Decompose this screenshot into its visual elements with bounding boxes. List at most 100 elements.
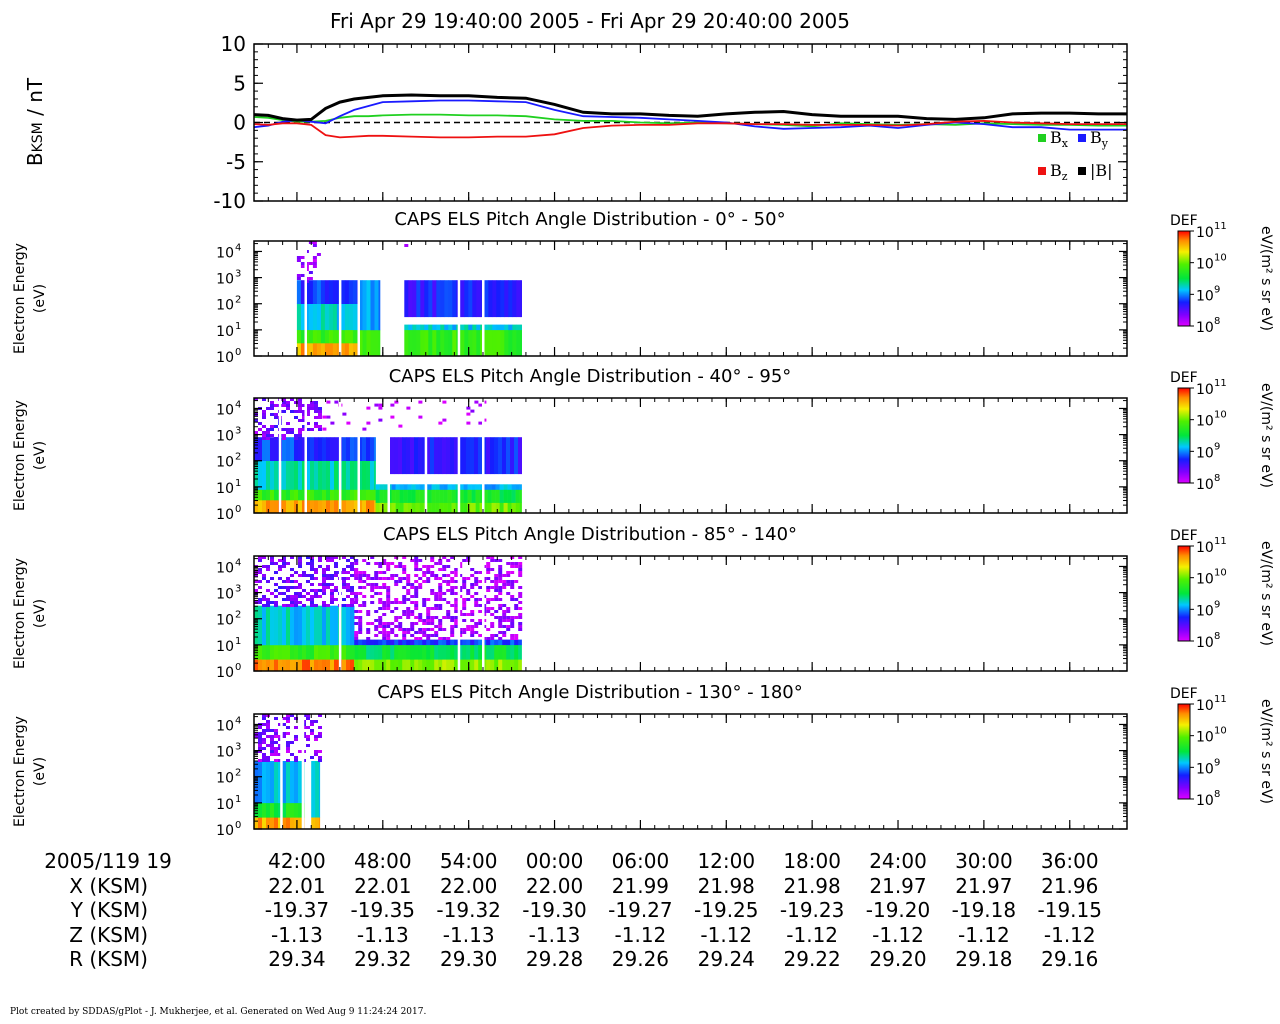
spectrogram-cell: [476, 329, 481, 356]
spectrogram-speckle: [262, 410, 266, 413]
spectrogram-speckle: [266, 589, 270, 592]
spectrogram-cell: [262, 659, 267, 671]
x-tick-label: 12:00: [697, 849, 755, 873]
spectrogram-speckle: [342, 583, 346, 586]
spectrogram-speckle: [470, 634, 475, 637]
spectrogram-speckle: [402, 577, 407, 580]
spectrogram-cell: [352, 342, 358, 356]
spectrogram-cell: [374, 639, 379, 646]
spectrogram-speckle: [462, 559, 467, 562]
spectrogram-speckle: [310, 565, 314, 568]
legend-label-base: B: [1050, 161, 1062, 180]
ephemeris-value: -1.12: [872, 923, 924, 947]
spectrogram-speckle: [302, 404, 306, 407]
spectrogram-speckle: [414, 604, 419, 607]
spectrogram-cell: [366, 659, 371, 671]
spectrogram-speckle: [278, 586, 282, 589]
spectrogram-cell: [402, 639, 407, 646]
spectrogram-speckle: [386, 634, 391, 637]
spectrogram-speckle: [478, 580, 483, 583]
spectrogram-speckle: [514, 616, 519, 619]
colorbar-label: DEF: [1170, 370, 1198, 386]
spectrogram-cell: [344, 280, 350, 304]
spectrogram-cell: [466, 644, 471, 660]
y-tick-label: -10: [213, 189, 246, 213]
spectrogram-cell: [290, 437, 295, 461]
spectrogram-speckle: [438, 637, 443, 640]
spectrogram-cell: [262, 499, 267, 513]
spectrogram-cell: [298, 659, 303, 671]
spectrogram-speckle: [410, 634, 415, 637]
spectrogram-speckle: [378, 607, 383, 610]
spectrogram-cell: [476, 280, 481, 318]
spectrogram-speckle: [382, 604, 387, 607]
spectrogram-speckle: [502, 619, 507, 622]
colorbar-tick-exponent: 8: [1214, 316, 1220, 327]
spectrogram-cell: [418, 639, 423, 646]
spectrogram-speckle: [374, 562, 379, 565]
spectrogram-cell: [495, 484, 500, 490]
spectrogram-cell: [312, 329, 318, 344]
spectrogram-speckle: [506, 562, 511, 565]
spectrogram-speckle: [366, 613, 371, 616]
spectrogram-cell: [464, 324, 469, 331]
spectrogram-speckle: [310, 559, 314, 562]
spectrogram-cell: [374, 644, 379, 660]
spectrogram-cell: [274, 460, 279, 490]
spectrogram-speckle: [478, 403, 483, 407]
spectrogram-speckle: [418, 415, 423, 419]
spectrogram-speckle: [518, 562, 523, 565]
spectrogram-cell: [290, 460, 295, 490]
spectrogram-speckle: [306, 410, 310, 413]
spectrogram-speckle: [462, 580, 467, 583]
spectrogram-cell: [426, 639, 431, 646]
spectrogram-speckle: [454, 622, 459, 625]
spectrogram-cell: [452, 324, 457, 331]
spectrogram-speckle: [414, 562, 419, 565]
spectrogram-cell: [300, 329, 306, 344]
spectrogram-speckle: [486, 586, 491, 589]
spectrogram-cell: [290, 817, 295, 829]
spectrogram-speckle: [310, 595, 314, 598]
spectrogram-cell: [334, 460, 339, 490]
spectrogram-cell: [444, 324, 449, 331]
spectrogram-speckle: [454, 616, 459, 619]
spectrogram-speckle: [286, 726, 290, 729]
spectrogram-cell: [370, 460, 375, 490]
spectrogram-cell: [352, 280, 358, 304]
spectrogram-speckle: [282, 428, 286, 431]
spectrogram-speckle: [298, 556, 302, 559]
spectrogram-cell: [290, 802, 295, 818]
spectrogram-cell: [302, 437, 307, 461]
spectrogram-speckle: [426, 577, 431, 580]
spectrogram-speckle: [290, 753, 294, 756]
y-tick-label: 10: [216, 613, 234, 629]
colorbar-tick-exponent: 10: [1214, 568, 1227, 579]
spectrogram-speckle: [282, 580, 286, 583]
spectrogram-speckle: [414, 568, 419, 571]
spectrogram-speckle: [510, 556, 515, 559]
spectrogram-speckle: [486, 565, 491, 568]
y-tick-label: 10: [216, 455, 234, 471]
spectrogram-cell: [430, 659, 435, 671]
spectrogram-cell: [454, 639, 459, 646]
spectrogram-speckle: [406, 616, 411, 619]
spectrogram-cell: [302, 499, 307, 513]
spectrogram-speckle: [470, 631, 475, 634]
spectrogram-cell: [474, 644, 479, 660]
colorbar-tick-label: 10: [1196, 225, 1214, 241]
x-tick-label: 30:00: [955, 849, 1013, 873]
spectrogram-speckle: [406, 406, 411, 410]
spectrogram-speckle: [450, 616, 455, 619]
spectrogram-cell: [502, 644, 507, 660]
spectrogram-speckle: [354, 577, 359, 580]
data-gap: [424, 398, 428, 513]
spectrogram-speckle: [270, 747, 274, 750]
spectrogram-cell: [358, 280, 363, 331]
spectrogram-cell: [282, 605, 287, 646]
spectrogram-cell: [310, 644, 315, 660]
spectrogram-speckle: [474, 631, 479, 634]
spectrogram-speckle: [330, 595, 334, 598]
colorbar-tick-label: 10: [1196, 761, 1214, 777]
